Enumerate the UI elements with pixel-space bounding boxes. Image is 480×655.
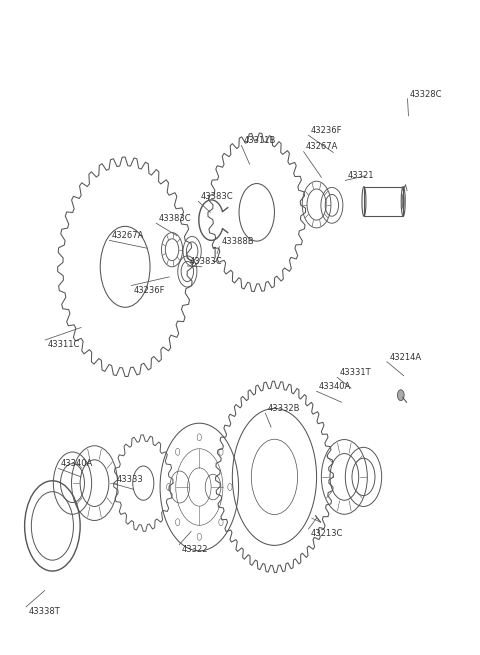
Text: 43267A: 43267A [112, 231, 144, 240]
Text: 43311B: 43311B [244, 136, 276, 145]
Text: 43322: 43322 [181, 545, 208, 553]
Text: 43383C: 43383C [158, 214, 191, 223]
Text: 43383C: 43383C [201, 193, 233, 201]
Text: 43267A: 43267A [306, 143, 338, 151]
Text: 43388B: 43388B [222, 237, 254, 246]
Text: 43214A: 43214A [389, 352, 421, 362]
Text: 43328C: 43328C [410, 90, 443, 98]
Text: 43321: 43321 [348, 171, 374, 180]
Bar [364, 187, 403, 216]
Text: 43333: 43333 [117, 475, 143, 484]
Circle shape [397, 390, 404, 401]
Text: 43340A: 43340A [319, 382, 351, 391]
Text: 43383C: 43383C [190, 257, 222, 266]
Text: 43332B: 43332B [268, 404, 300, 413]
Text: 43213C: 43213C [311, 529, 343, 538]
Text: 43331T: 43331T [339, 368, 371, 377]
Text: 43236F: 43236F [311, 126, 342, 135]
Text: 43236F: 43236F [134, 286, 165, 295]
Text: 43340A: 43340A [60, 459, 93, 468]
Text: 43311C: 43311C [48, 340, 80, 349]
Text: 43338T: 43338T [28, 607, 60, 616]
